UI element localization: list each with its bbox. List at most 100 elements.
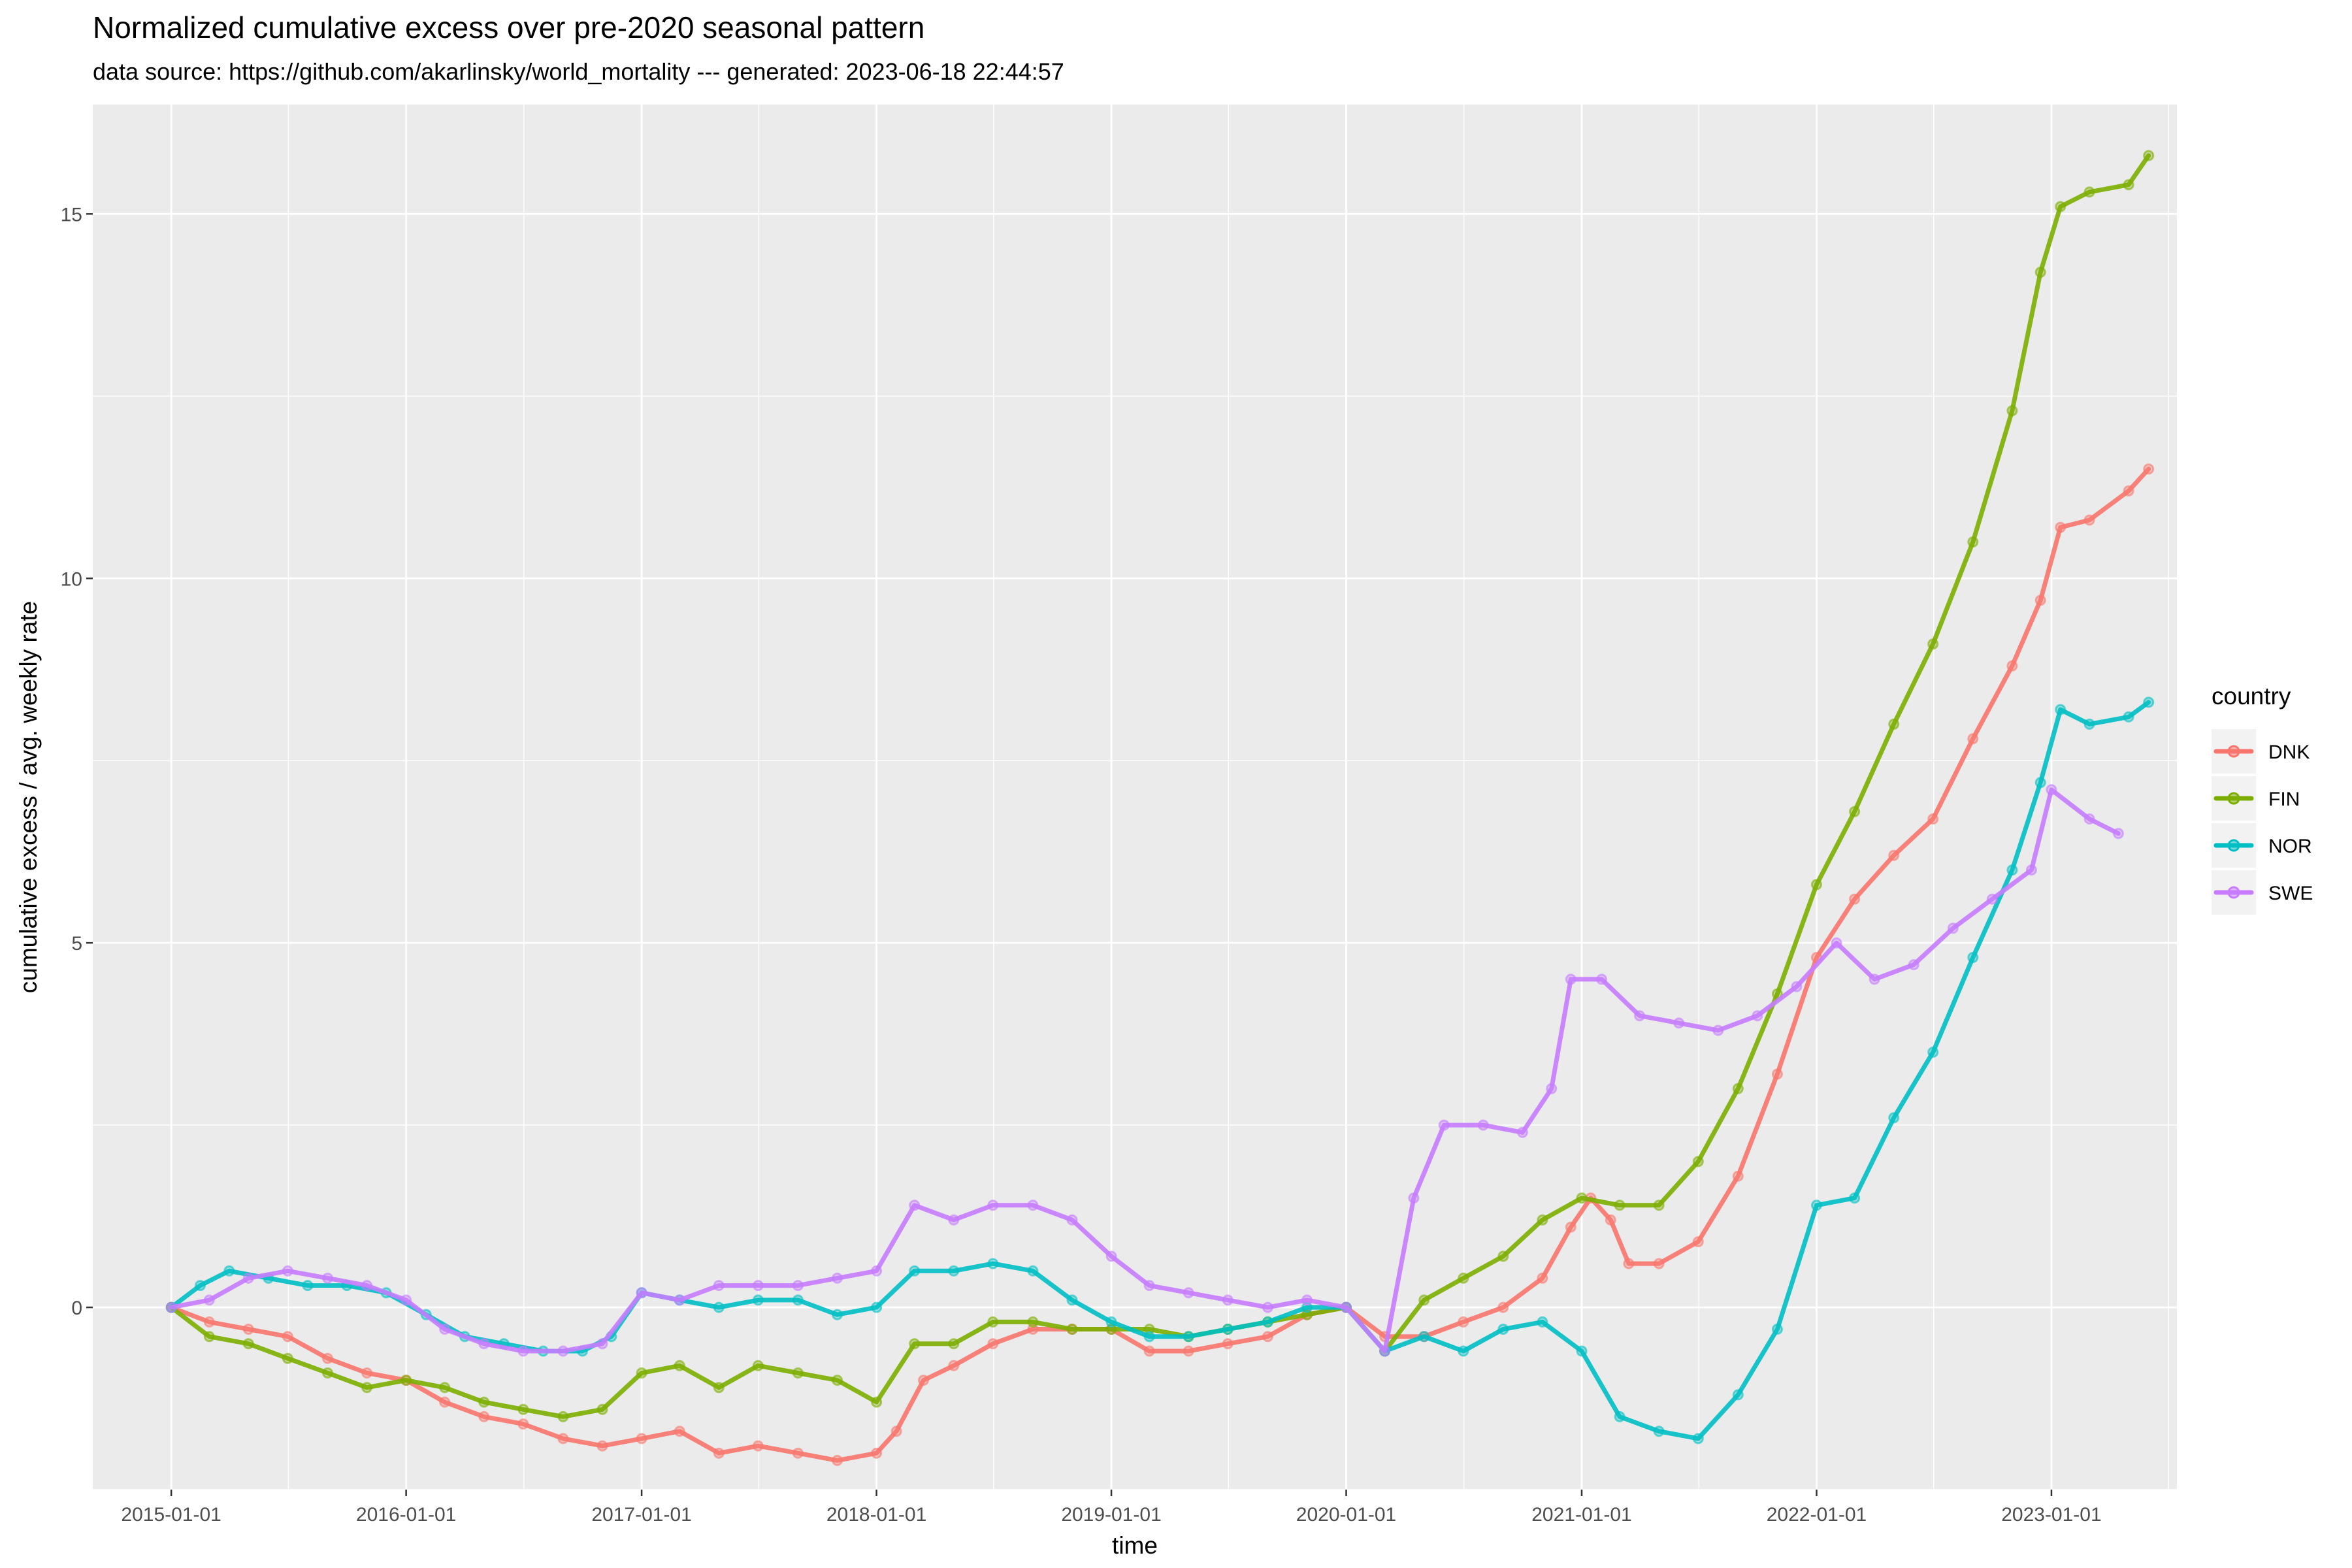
data-point (792, 1280, 804, 1292)
data-point (909, 1265, 921, 1277)
data-point (1027, 1200, 1039, 1211)
data-point (1497, 1301, 1509, 1313)
data-point (2083, 813, 2095, 825)
data-point (1105, 1316, 1117, 1328)
data-point (752, 1280, 764, 1292)
data-point (713, 1280, 725, 1292)
data-point (1418, 1331, 1430, 1343)
data-point (1967, 952, 1979, 963)
data-point (1791, 981, 1803, 992)
x-axis: 2015-01-01 2016-01-01 2017-01-01 2018-01-01… (121, 1490, 2102, 1526)
data-point (2123, 179, 2134, 191)
data-point (596, 1403, 608, 1415)
data-point (987, 1338, 999, 1350)
data-point (1458, 1316, 1469, 1328)
data-point (1653, 1426, 1665, 1437)
legend-key-point (2227, 886, 2240, 899)
data-point (2083, 186, 2095, 198)
data-point (1908, 959, 1919, 971)
data-point (203, 1316, 215, 1328)
data-point (2006, 405, 2018, 417)
data-point (2123, 711, 2134, 723)
data-point (1692, 1433, 1704, 1445)
data-point (282, 1352, 293, 1364)
data-point (832, 1375, 843, 1386)
data-point (1771, 1324, 1783, 1335)
legend-key-point (2227, 839, 2240, 852)
legend-label: SWE (2268, 883, 2313, 904)
data-point (1634, 1010, 1646, 1022)
data-point (871, 1301, 883, 1313)
x-tick-label: 2017-01-01 (591, 1504, 691, 1526)
plot-panel (93, 105, 2177, 1490)
data-point (1576, 1192, 1588, 1204)
data-point (1458, 1272, 1469, 1284)
data-point (478, 1338, 490, 1350)
data-point (832, 1272, 843, 1284)
data-point (1653, 1200, 1665, 1211)
data-point (2006, 864, 2018, 876)
data-point (361, 1367, 373, 1379)
data-point (752, 1360, 764, 1371)
data-point (713, 1301, 725, 1313)
data-point (636, 1367, 647, 1379)
data-point (2083, 718, 2095, 730)
legend-item-swe: SWE (2212, 870, 2313, 915)
data-point (871, 1265, 883, 1277)
data-point (792, 1447, 804, 1459)
data-point (596, 1338, 608, 1350)
data-point (517, 1345, 529, 1357)
data-point (1831, 937, 1842, 949)
data-point (871, 1447, 883, 1459)
data-point (1497, 1324, 1509, 1335)
data-point (2055, 521, 2066, 533)
data-point (1986, 893, 1998, 905)
legend-item-dnk: DNK (2212, 729, 2310, 774)
data-point (1379, 1345, 1391, 1357)
data-point (1927, 813, 1939, 825)
data-point (1262, 1316, 1273, 1328)
data-point (2055, 201, 2066, 212)
data-point (1771, 1068, 1783, 1080)
chart-subtitle: data source: https://github.com/akarlins… (93, 58, 1064, 85)
y-axis: 0 5 10 15 (61, 204, 93, 1319)
data-point (242, 1338, 254, 1350)
data-point (948, 1214, 960, 1226)
legend-key-point (2227, 745, 2240, 758)
data-point (223, 1265, 235, 1277)
data-point (439, 1396, 451, 1408)
series-layer (165, 150, 2155, 1466)
data-point (674, 1294, 685, 1306)
data-point (1614, 1411, 1625, 1422)
legend-label: DNK (2268, 742, 2310, 763)
data-point (322, 1352, 333, 1364)
data-point (909, 1338, 921, 1350)
data-point (1066, 1294, 1078, 1306)
data-point (1408, 1192, 1420, 1204)
data-point (832, 1309, 843, 1320)
data-point (361, 1280, 373, 1292)
data-point (195, 1280, 206, 1292)
data-point (361, 1382, 373, 1394)
data-point (322, 1272, 333, 1284)
series-line-nor (169, 700, 2151, 1441)
data-point (2143, 150, 2155, 161)
data-point (1596, 973, 1607, 985)
data-point (1576, 1345, 1588, 1357)
x-tick-label: 2022-01-01 (1767, 1504, 1867, 1526)
data-point (918, 1375, 929, 1386)
data-point (2034, 777, 2046, 789)
legend-item-nor: NOR (2212, 823, 2312, 868)
data-point (557, 1433, 569, 1445)
legend-key-point (2227, 792, 2240, 805)
y-tick-label: 10 (61, 568, 82, 590)
data-point (1537, 1316, 1548, 1328)
data-point (1262, 1331, 1273, 1343)
data-point (242, 1272, 254, 1284)
legend: country DNK FIN NOR SWE (2212, 683, 2313, 915)
x-tick-label: 2021-01-01 (1531, 1504, 1631, 1526)
data-point (478, 1396, 490, 1408)
data-point (948, 1338, 960, 1350)
data-point (1732, 1170, 1744, 1182)
legend-label: FIN (2268, 789, 2300, 810)
